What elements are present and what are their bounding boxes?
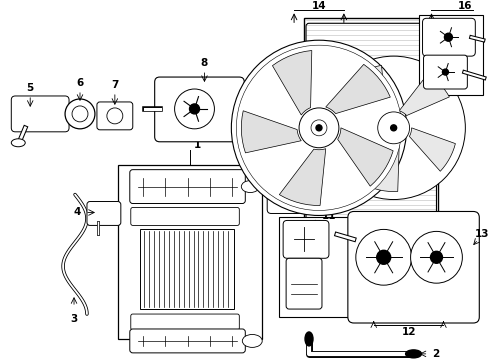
Ellipse shape	[243, 334, 262, 347]
Circle shape	[65, 99, 95, 129]
Text: 8: 8	[201, 58, 208, 68]
Ellipse shape	[11, 139, 25, 147]
FancyBboxPatch shape	[422, 18, 475, 56]
Circle shape	[356, 229, 412, 285]
Polygon shape	[409, 128, 455, 171]
Polygon shape	[326, 64, 391, 114]
FancyBboxPatch shape	[423, 55, 467, 89]
FancyBboxPatch shape	[131, 314, 239, 330]
FancyBboxPatch shape	[87, 202, 121, 225]
Circle shape	[322, 56, 466, 199]
Text: 12: 12	[401, 327, 416, 337]
Polygon shape	[338, 128, 393, 186]
FancyBboxPatch shape	[131, 207, 239, 225]
Circle shape	[431, 251, 442, 263]
Circle shape	[299, 108, 339, 148]
Polygon shape	[399, 74, 449, 116]
Circle shape	[316, 125, 322, 131]
Circle shape	[174, 89, 215, 129]
Text: 10: 10	[368, 312, 382, 322]
Text: 11: 11	[322, 211, 336, 221]
Bar	[304, 18, 439, 237]
Text: 5: 5	[26, 83, 34, 93]
FancyBboxPatch shape	[348, 211, 479, 323]
Text: 15: 15	[337, 224, 351, 234]
Circle shape	[442, 69, 448, 75]
FancyBboxPatch shape	[283, 220, 329, 258]
FancyBboxPatch shape	[155, 77, 245, 142]
Circle shape	[72, 106, 88, 122]
FancyBboxPatch shape	[130, 170, 245, 203]
Bar	[418, 15, 483, 95]
Circle shape	[236, 45, 402, 211]
Bar	[279, 217, 367, 317]
Text: 16: 16	[458, 1, 472, 12]
Polygon shape	[353, 65, 386, 117]
Ellipse shape	[406, 350, 421, 358]
Text: 1: 1	[194, 140, 201, 150]
Text: 13: 13	[475, 229, 490, 239]
Polygon shape	[279, 149, 326, 206]
Circle shape	[311, 120, 327, 136]
Bar	[140, 229, 234, 309]
Circle shape	[411, 231, 463, 283]
FancyBboxPatch shape	[286, 258, 322, 309]
Text: 7: 7	[111, 80, 119, 90]
Ellipse shape	[305, 332, 313, 346]
FancyBboxPatch shape	[130, 329, 245, 353]
Circle shape	[444, 33, 452, 41]
Circle shape	[107, 108, 123, 124]
FancyBboxPatch shape	[97, 102, 133, 130]
Text: 6: 6	[76, 78, 84, 88]
Text: 4: 4	[74, 207, 81, 217]
Circle shape	[378, 112, 410, 144]
Bar	[118, 165, 262, 339]
Polygon shape	[367, 145, 399, 192]
Text: 9: 9	[292, 146, 298, 156]
Text: 3: 3	[71, 314, 77, 324]
Circle shape	[231, 40, 407, 216]
Polygon shape	[330, 120, 379, 151]
Text: 2: 2	[432, 349, 439, 359]
Polygon shape	[272, 50, 312, 115]
FancyBboxPatch shape	[267, 166, 323, 213]
Circle shape	[377, 250, 391, 264]
Text: 14: 14	[312, 1, 326, 12]
Polygon shape	[241, 111, 301, 153]
Ellipse shape	[241, 181, 259, 193]
Circle shape	[391, 125, 396, 131]
FancyBboxPatch shape	[11, 96, 69, 132]
Circle shape	[190, 104, 199, 114]
